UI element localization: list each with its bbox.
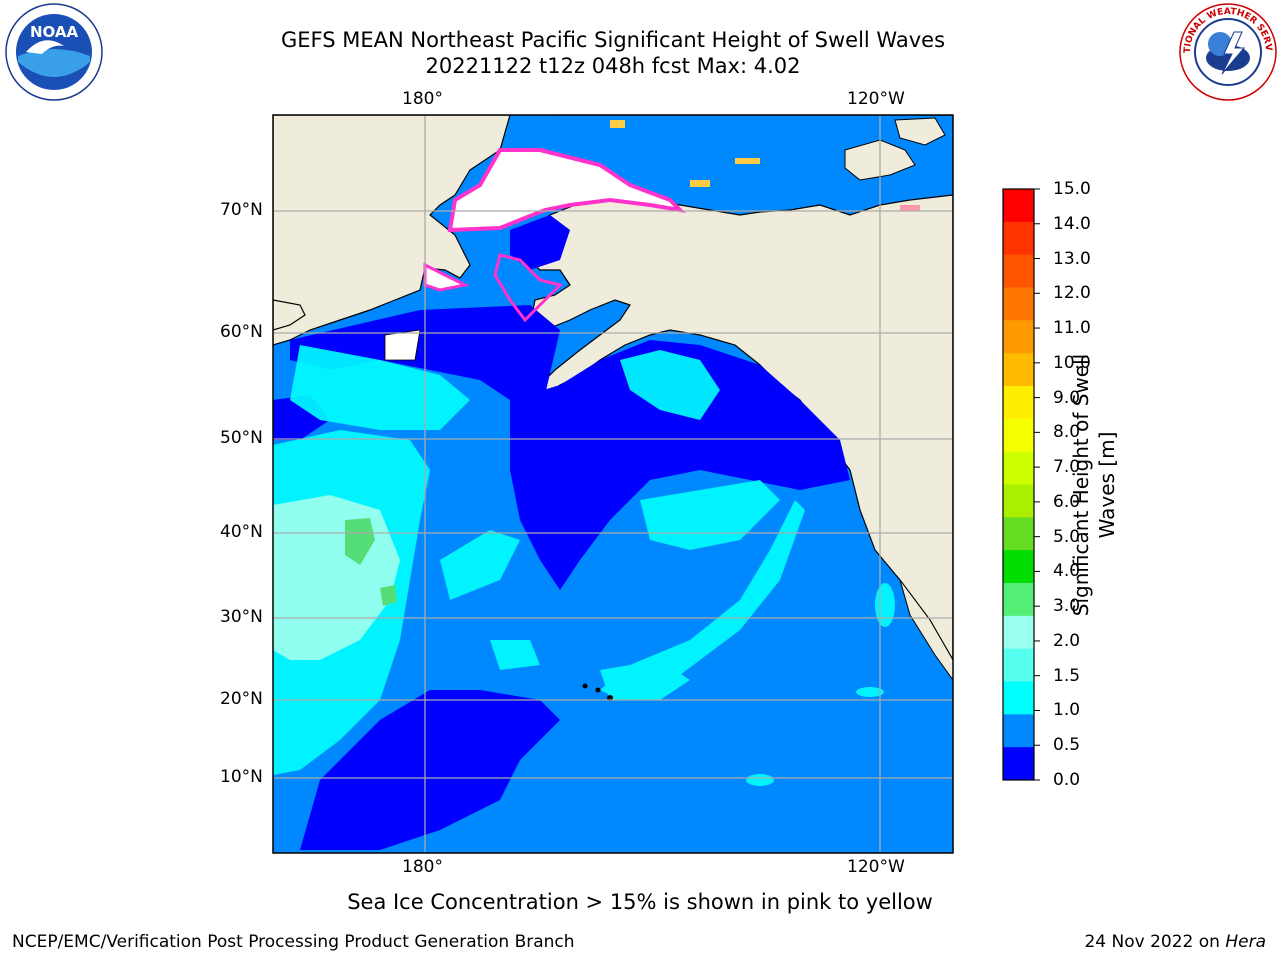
colorbar-tick-label: 1.5 <box>1053 665 1081 686</box>
land-russia-peninsula <box>273 299 306 331</box>
footer-date: 24 Nov 2022 on Hera <box>1084 932 1266 952</box>
colorbar-tick-label: 14.0 <box>1053 213 1091 234</box>
land-baja <box>899 579 953 681</box>
land-island-kamchatka <box>384 329 421 361</box>
swell-low-gulf <box>510 340 850 590</box>
swell-mid-gulf <box>620 350 720 420</box>
swell-low-tropics <box>300 690 560 850</box>
swell-mid-hawaii <box>600 660 690 700</box>
colorbar-segment <box>1003 681 1034 715</box>
colorbar-label: Significant Height of Swell Waves [m] <box>1068 335 1128 635</box>
swell-mid-spot2 <box>856 687 884 697</box>
colorbar-tick-label: 9.0 <box>1053 387 1081 408</box>
colorbar-segment <box>1003 615 1034 650</box>
colorbar-label-line1: Significant Height of Swell <box>1069 353 1093 617</box>
colorbar-segment <box>1003 287 1034 321</box>
colorbar-tick-label: 6.0 <box>1053 491 1081 512</box>
sea-ice-patch-4 <box>900 205 920 211</box>
map-frame <box>272 114 954 854</box>
sea-ice-patch-1 <box>610 120 625 128</box>
colorbar-segment <box>1003 221 1034 256</box>
colorbar-frame <box>1002 188 1035 781</box>
nws-logo: NATIONAL WEATHER SERVICE <box>1174 0 1278 102</box>
colorbar-tick-label: 10.0 <box>1053 352 1091 373</box>
colorbar-tick-label: 12.0 <box>1053 283 1091 304</box>
footer-date-text: 24 Nov 2022 on <box>1084 932 1226 952</box>
land-arctic-island-2 <box>894 117 946 146</box>
colorbar-segment <box>1003 484 1034 518</box>
gridlines <box>273 115 953 853</box>
colorbar-tick-label: 7.0 <box>1053 457 1081 478</box>
lon-label-bottom-180: 180° <box>402 857 443 877</box>
colorbar-segment <box>1003 418 1034 453</box>
sea-ice-edge <box>447 148 686 233</box>
lat-label-10n: 10°N <box>220 767 263 787</box>
colorbar-tick-label: 2.0 <box>1053 630 1081 651</box>
swell-mid-spot1 <box>746 774 774 786</box>
colorbar-segment <box>1003 353 1034 387</box>
colorbar-tick-label: 3.0 <box>1053 596 1081 617</box>
colorbar-segment <box>1003 451 1034 485</box>
lat-label-50n: 50°N <box>220 428 263 448</box>
colorbar-tick-label: 11.0 <box>1053 318 1091 339</box>
swell-max-spot2 <box>380 585 397 606</box>
colorbar-tick-label: 15.0 <box>1053 179 1091 199</box>
colorbar-tick-label: 13.0 <box>1053 248 1091 269</box>
lon-label-top-120w: 120°W <box>847 89 905 109</box>
swell-max-spot1 <box>345 518 375 565</box>
sea-ice <box>423 120 920 323</box>
sea-ice-bering <box>493 253 563 323</box>
colorbar-tick-label: 1.0 <box>1053 700 1081 721</box>
colorbar-tick-label: 0.0 <box>1053 770 1081 790</box>
colorbar-segment <box>1003 189 1034 223</box>
lat-label-70n: 70°N <box>220 200 263 220</box>
svg-text:NOAA: NOAA <box>30 23 79 41</box>
colorbar-segment <box>1003 517 1034 551</box>
swell-mid-coast <box>875 583 895 627</box>
sea-ice-patch-3 <box>690 180 710 187</box>
lon-label-top-180: 180° <box>402 89 443 109</box>
footer-host: Hera <box>1225 932 1266 952</box>
colorbar-segment <box>1003 747 1034 781</box>
colorbar-segment <box>1003 386 1034 420</box>
colorbar-tick-label: 0.5 <box>1053 735 1081 756</box>
sea-ice-patch-2 <box>735 158 760 164</box>
swell-mid-nepac <box>440 530 520 600</box>
colorbar-tick-label: 5.0 <box>1053 526 1081 547</box>
footer-credit: NCEP/EMC/Verification Post Processing Pr… <box>12 932 575 952</box>
colorbar-tick-label: 4.0 <box>1053 561 1081 582</box>
colorbar-segment <box>1003 714 1034 748</box>
colorbar-segment <box>1003 320 1034 354</box>
swell-low-chukchi <box>510 215 570 270</box>
lon-label-bottom-120w: 120°W <box>847 857 905 877</box>
swell-mid-central2 <box>490 640 540 670</box>
colorbar-label-line2: Waves [m] <box>1095 431 1119 539</box>
sea-ice-note: Sea Ice Concentration > 15% is shown in … <box>347 890 933 914</box>
colorbar-tick-label: 8.0 <box>1053 422 1081 443</box>
map-title: GEFS MEAN Northeast Pacific Significant … <box>280 28 946 52</box>
noaa-logo: NOAA <box>4 2 104 102</box>
colorbar-segment <box>1003 550 1034 584</box>
colorbar-segment <box>1003 648 1034 682</box>
colorbar-segment <box>1003 254 1034 288</box>
colorbar-segment <box>1003 583 1034 617</box>
land-siberia <box>273 115 511 346</box>
lat-label-30n: 30°N <box>220 607 263 627</box>
map-subtitle: 20221122 t12z 048h fcst Max: 4.02 <box>425 54 801 78</box>
lat-label-20n: 20°N <box>220 689 263 709</box>
lat-label-40n: 40°N <box>220 522 263 542</box>
colorbar <box>1003 188 1040 781</box>
lat-label-60n: 60°N <box>220 322 263 342</box>
